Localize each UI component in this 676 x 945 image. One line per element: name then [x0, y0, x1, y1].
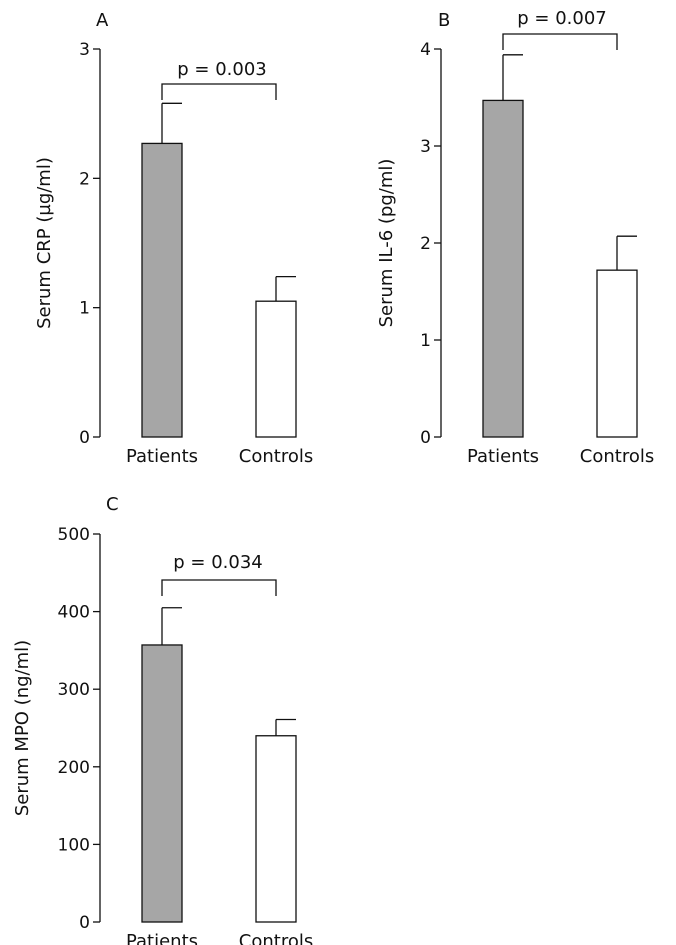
- chart-c-bar-patients: [141, 644, 183, 923]
- chart-c-y-tick-label: 300: [58, 680, 90, 700]
- chart-c-panel-letter: C: [106, 494, 119, 515]
- chart-c: C 0 100 200 300 400 500 Serum MPO (ng/ml) Patien…: [12, 494, 313, 945]
- chart-b: B 0 1 2 3 4 Serum IL-6 (pg/ml) Patients Controls…: [376, 8, 654, 467]
- chart-a-y-tick-label: 1: [79, 299, 90, 319]
- chart-a-significance-bracket: [161, 83, 277, 100]
- chart-b-y-axis-title: Serum IL-6 (pg/ml): [376, 159, 397, 328]
- chart-b-y-tick-label: 3: [420, 137, 431, 157]
- chart-b-significance-bracket: [502, 33, 618, 50]
- chart-c-category-label: Controls: [239, 931, 313, 945]
- chart-a-y-axis-title: Serum CRP (µg/ml): [34, 157, 55, 329]
- chart-c-y-tick-label: 100: [58, 835, 90, 855]
- chart-a-p-value: p = 0.003: [177, 59, 266, 80]
- chart-a-category-label: Patients: [126, 446, 198, 467]
- chart-a-panel-letter: A: [96, 10, 109, 31]
- chart-b-bar-controls: [596, 269, 638, 438]
- chart-c-bar-controls: [255, 735, 297, 923]
- chart-c-significance-bracket: [161, 579, 277, 596]
- chart-b-y-tick-label: 1: [420, 331, 431, 351]
- chart-a-bar-controls: [255, 300, 297, 438]
- chart-b-y-tick-label: 0: [420, 428, 431, 448]
- chart-a-bar-patients: [141, 142, 183, 438]
- chart-b-y-tick-label: 2: [420, 234, 431, 254]
- chart-b-y-tick-label: 4: [420, 40, 431, 60]
- chart-c-category-label: Patients: [126, 931, 198, 945]
- chart-a-category-label: Controls: [239, 446, 313, 467]
- chart-b-p-value: p = 0.007: [517, 8, 606, 29]
- chart-a-y-tick-label: 2: [79, 169, 90, 189]
- chart-c-y-axis-title: Serum MPO (ng/ml): [12, 640, 33, 816]
- chart-c-y-tick-label: 400: [58, 603, 90, 623]
- chart-b-panel-letter: B: [438, 10, 450, 31]
- chart-c-y-tick-label: 200: [58, 758, 90, 778]
- chart-b-bar-patients: [482, 99, 524, 438]
- chart-b-category-label: Controls: [580, 446, 654, 467]
- chart-c-y-tick-label: 0: [79, 913, 90, 933]
- chart-a: A 0 1 2 3 Serum CRP (µg/ml) Patients Controls p …: [34, 10, 313, 467]
- chart-c-p-value: p = 0.034: [173, 552, 262, 573]
- chart-b-category-label: Patients: [467, 446, 539, 467]
- chart-a-y-tick-label: 0: [79, 428, 90, 448]
- chart-a-y-tick-label: 3: [79, 40, 90, 60]
- chart-c-y-tick-label: 500: [58, 525, 90, 545]
